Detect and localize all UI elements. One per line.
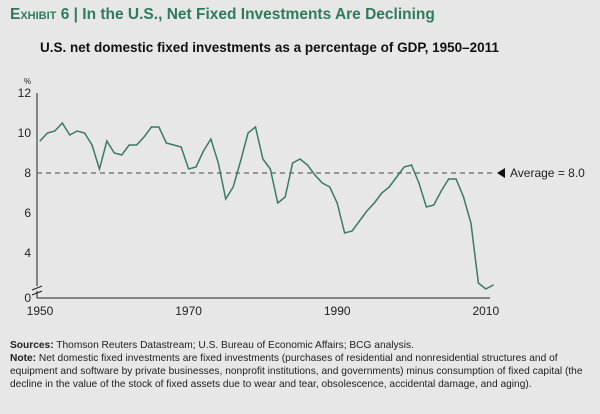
y-tick-label: 4 [24, 246, 31, 260]
note: Note: Net domestic fixed investments are… [10, 352, 595, 391]
data-point [440, 190, 442, 192]
exhibit-title: Exhibit 6 | In the U.S., Net Fixed Inves… [10, 6, 435, 24]
series-line [39, 121, 494, 290]
data-point [135, 144, 138, 146]
data-point [46, 132, 49, 134]
data-point [366, 210, 368, 212]
data-point [54, 130, 56, 132]
note-label: Note: [10, 353, 37, 364]
data-point [121, 154, 123, 156]
data-point [381, 192, 383, 194]
data-point [76, 130, 78, 132]
data-point [477, 282, 479, 284]
exhibit-heading: In the U.S., Net Fixed Investments Are D… [82, 6, 435, 23]
data-point [462, 196, 465, 198]
note-text: Net domestic fixed investments are fixed… [10, 353, 583, 390]
data-point [165, 142, 167, 144]
data-point [39, 140, 41, 142]
average-label: Average = 8.0 [510, 166, 585, 180]
data-point [455, 178, 457, 180]
axis-break-mark [31, 285, 43, 291]
y-tick-label: 12 [18, 86, 32, 100]
y-tick-label: 0 [24, 291, 31, 305]
data-point [128, 144, 130, 146]
data-point [83, 132, 86, 134]
data-point [425, 206, 427, 208]
footnotes: Sources: Thomson Reuters Datastream; U.S… [10, 339, 595, 391]
y-tick-label: 8 [24, 166, 31, 180]
data-point [210, 138, 212, 140]
sources-label: Sources: [10, 340, 54, 351]
average-marker-icon [497, 168, 505, 178]
data-point [61, 122, 63, 124]
x-tick-label: 2010 [472, 304, 499, 318]
data-point [470, 222, 472, 224]
data-point [284, 196, 286, 198]
data-point [336, 202, 338, 204]
data-point [299, 158, 301, 160]
data-point [373, 202, 375, 204]
data-point [306, 164, 309, 166]
title-separator: | [73, 6, 78, 23]
sources-note: Sources: Thomson Reuters Datastream; U.S… [10, 339, 595, 352]
data-point [292, 162, 294, 164]
data-point [202, 150, 205, 152]
data-point [388, 186, 390, 188]
data-point [448, 178, 450, 180]
data-point [418, 182, 420, 184]
data-point [403, 166, 405, 168]
x-tick-label: 1990 [324, 304, 351, 318]
data-point [485, 288, 487, 290]
y-tick-label: 6 [24, 206, 31, 220]
data-point [262, 158, 264, 160]
data-point [98, 168, 101, 170]
x-tick-label: 1970 [175, 304, 202, 318]
data-point [195, 166, 197, 168]
data-point [225, 198, 227, 200]
data-point [351, 230, 353, 232]
data-point [247, 132, 249, 134]
x-tick-label: 1950 [27, 304, 54, 318]
y-unit-label: % [24, 77, 31, 86]
data-point [492, 284, 494, 286]
data-point [143, 136, 145, 138]
data-point [188, 168, 190, 170]
data-point [69, 134, 71, 136]
data-point [240, 160, 242, 162]
data-point [277, 202, 279, 204]
data-point [329, 186, 331, 188]
data-point [173, 144, 175, 146]
y-tick-label: 10 [18, 126, 32, 140]
chart-title: U.S. net domestic fixed investments as a… [40, 40, 499, 55]
data-point [344, 232, 346, 234]
data-point [113, 152, 115, 154]
data-point [106, 140, 108, 142]
data-point [314, 174, 316, 176]
sources-text: Thomson Reuters Datastream; U.S. Bureau … [56, 340, 414, 351]
data-point [358, 220, 361, 222]
data-point [91, 144, 93, 146]
data-point [150, 126, 153, 128]
exhibit-number: Exhibit 6 [10, 6, 70, 23]
data-point [410, 164, 413, 166]
data-point [269, 168, 271, 170]
data-point [433, 204, 435, 206]
axis-break-mark [31, 290, 43, 296]
data-point [180, 146, 182, 148]
data-point [232, 186, 234, 188]
data-point [254, 126, 257, 128]
data-point [158, 126, 160, 128]
data-point [396, 176, 398, 178]
data-point [217, 162, 219, 164]
data-point [321, 182, 323, 184]
